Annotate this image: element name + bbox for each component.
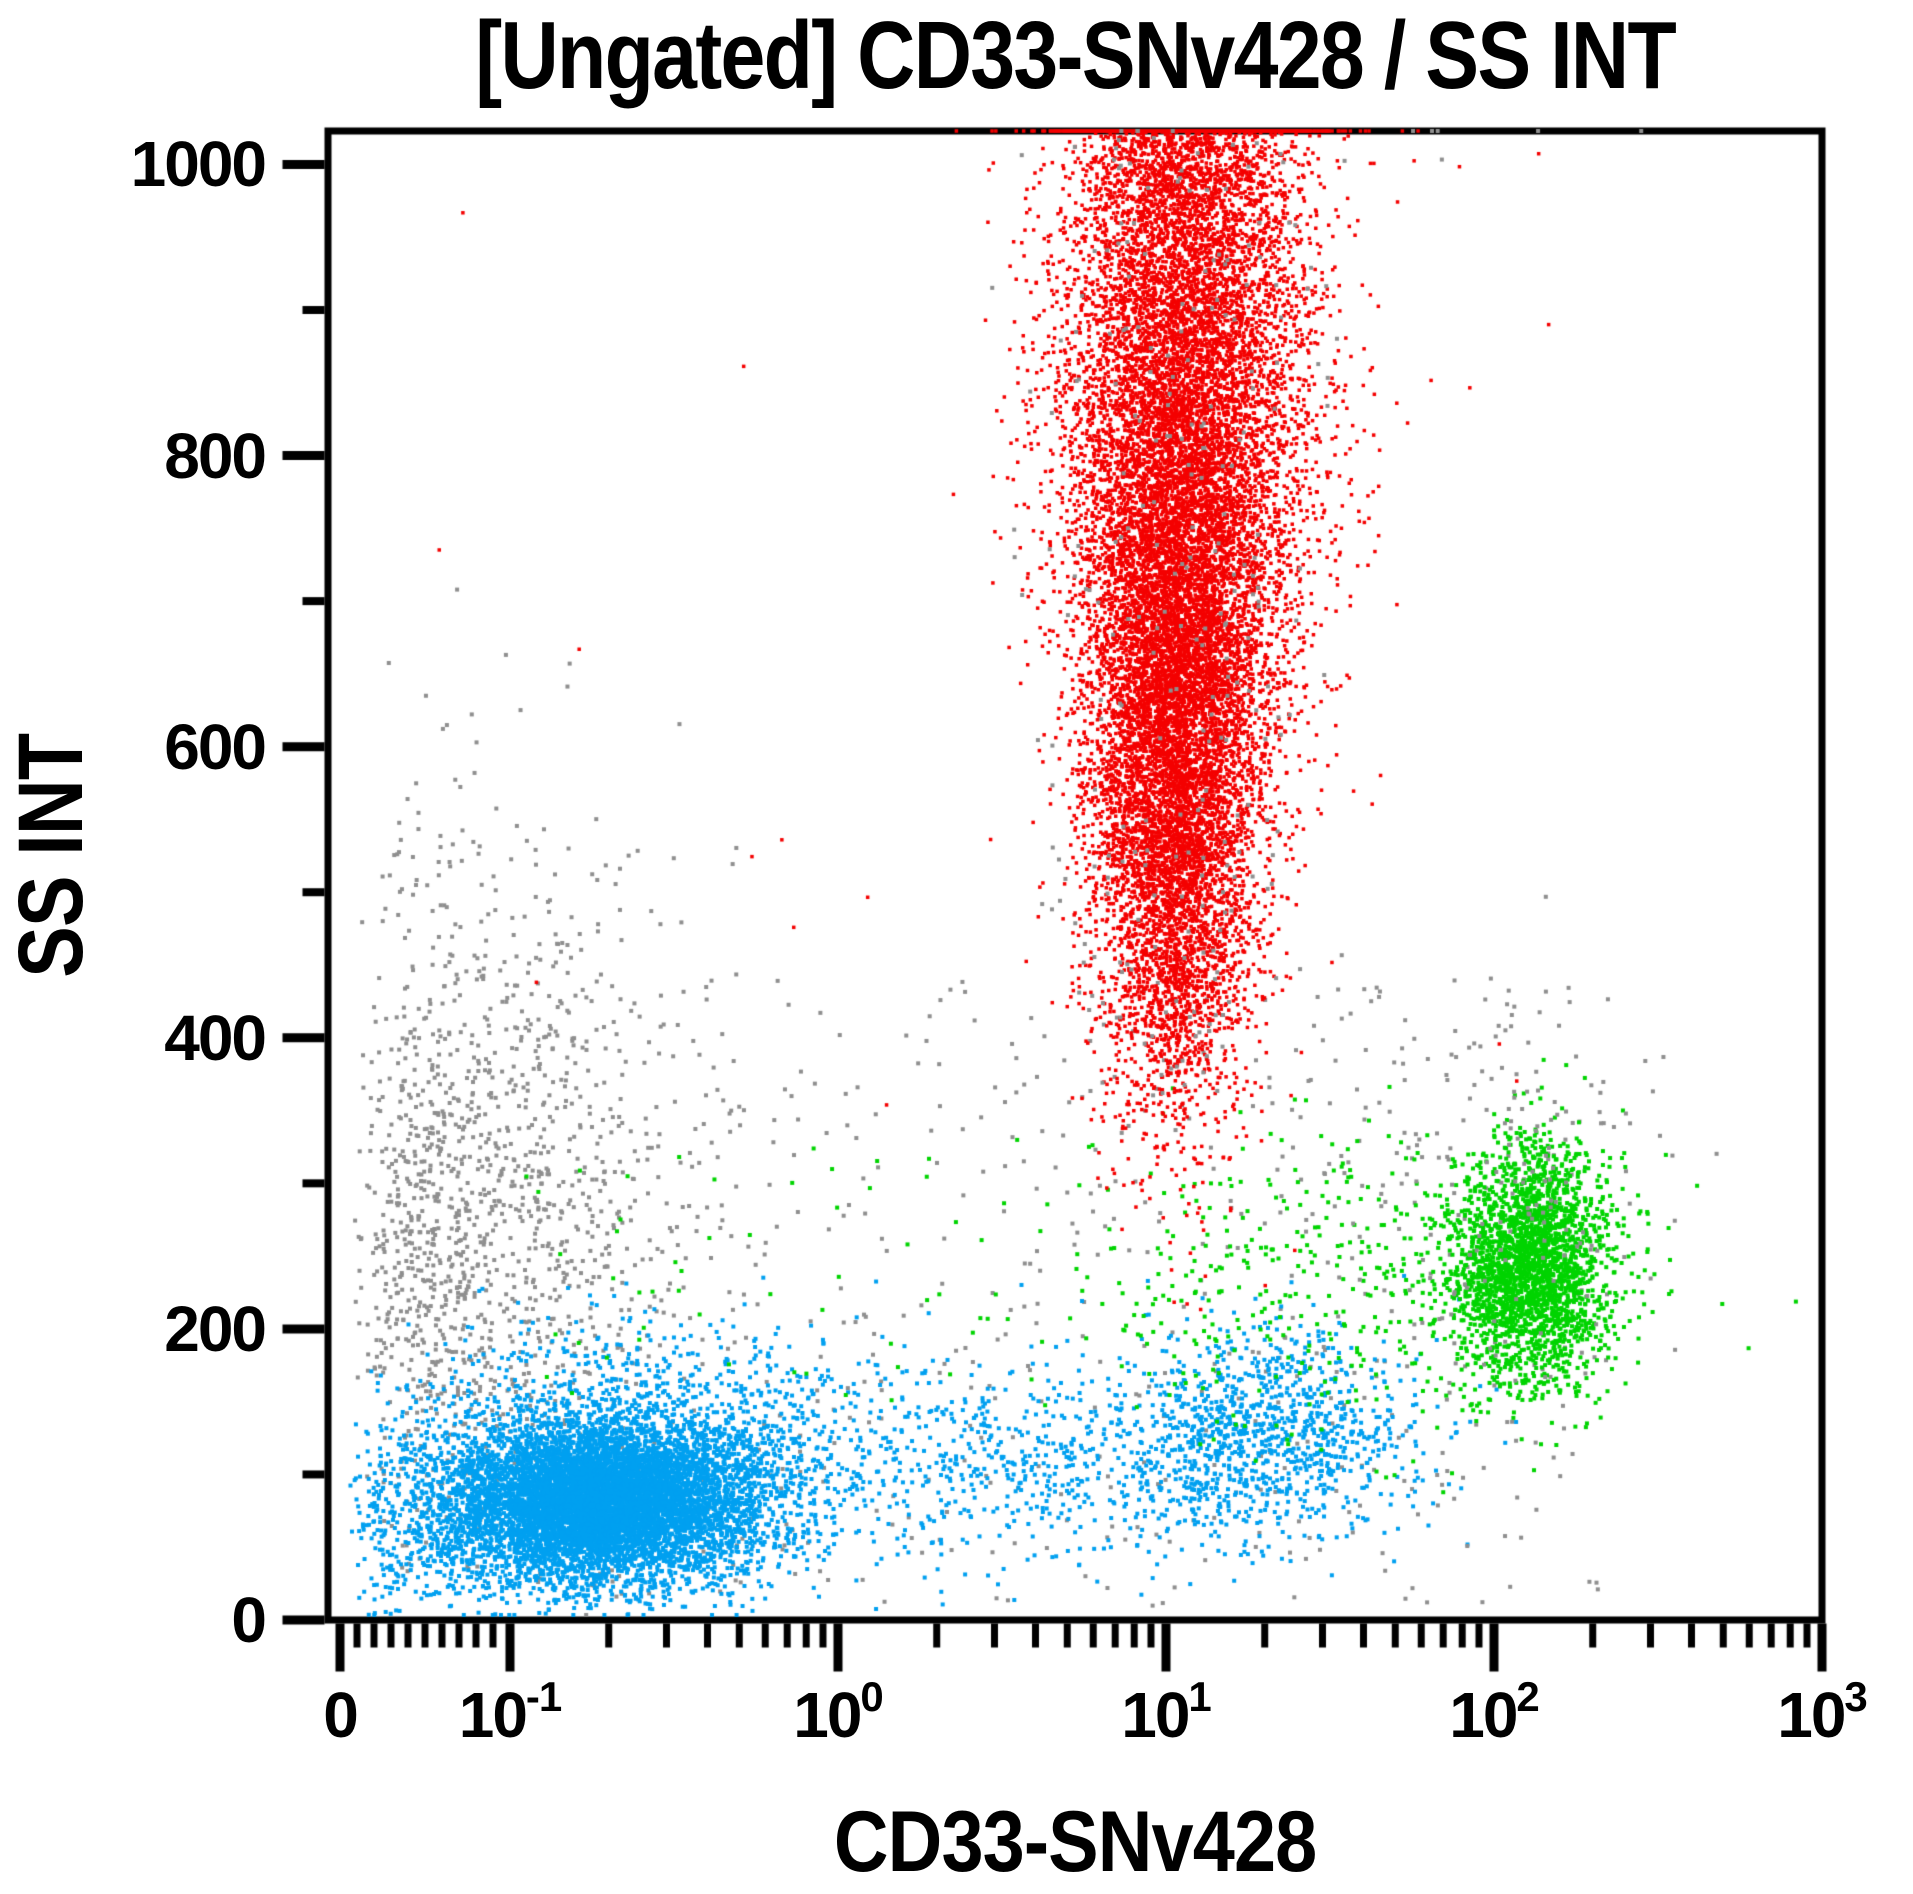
y-tick-label: 200 bbox=[164, 1292, 267, 1365]
x-tick-label: 0 bbox=[323, 1679, 359, 1751]
x-tick-label: 103 bbox=[1777, 1673, 1868, 1751]
y-tick-label: 0 bbox=[231, 1584, 267, 1656]
x-tick-label: 101 bbox=[1121, 1673, 1212, 1751]
x-tick-label: 10-1 bbox=[458, 1673, 563, 1751]
y-tick-label: 800 bbox=[164, 419, 267, 492]
chart-title-text: [Ungated] CD33-SNv428 / SS INT bbox=[475, 2, 1676, 109]
x-axis-title-text: CD33-SNv428 bbox=[833, 1794, 1317, 1890]
chart-title: [Ungated] CD33-SNv428 / SS INT bbox=[328, 4, 1822, 108]
y-tick-label: 1000 bbox=[130, 128, 267, 201]
x-axis-title: CD33-SNv428 bbox=[328, 1796, 1822, 1888]
x-tick-label: 100 bbox=[793, 1673, 884, 1751]
x-tick-label: 102 bbox=[1449, 1673, 1540, 1751]
y-tick-label: 600 bbox=[164, 710, 267, 783]
y-tick-label: 400 bbox=[164, 1001, 267, 1074]
